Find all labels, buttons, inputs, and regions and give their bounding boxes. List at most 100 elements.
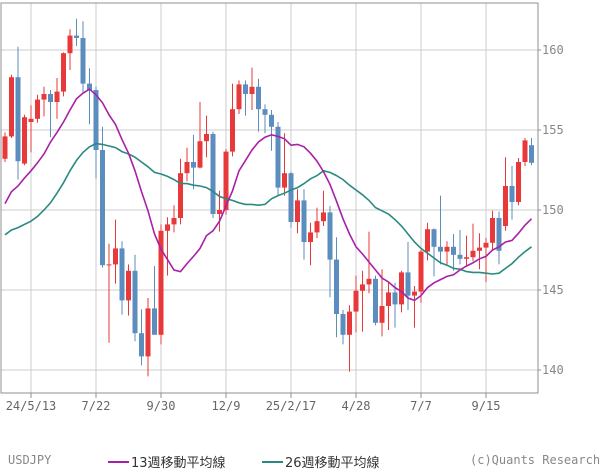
candle-body-up [503, 186, 508, 226]
axis-tick-marks [30, 49, 541, 398]
candle-body-up [106, 264, 112, 266]
x-axis-label: 9/15 [472, 399, 501, 413]
candle-body-up [41, 94, 47, 100]
candle-body-up [444, 246, 450, 252]
candle-body-down [256, 86, 261, 110]
candle-body-up [490, 218, 495, 243]
candle-body-up [366, 278, 372, 285]
candle-body-up [386, 292, 391, 306]
candle-body-down [132, 270, 138, 334]
candle-body-down [451, 246, 456, 255]
x-axis-label: 7/22 [82, 399, 111, 413]
candle-body-up [178, 173, 183, 218]
candle-body-up [379, 306, 385, 323]
candle-body-up [158, 230, 164, 335]
candle-body-down [431, 229, 437, 247]
x-axis-labels: 24/5/13 7/22 9/30 12/9 25/2/17 4/28 7/7 9/15 [6, 399, 501, 413]
copyright-text: (c)Quants Research [470, 453, 600, 467]
candle-body-up [35, 99, 40, 119]
candle-body-up [477, 247, 482, 251]
candle-body-up [483, 242, 489, 248]
candle-body-up [470, 250, 476, 258]
candle-body-down [288, 173, 294, 222]
ma13-legend-swatch [108, 461, 129, 463]
candle-body-down [139, 333, 144, 357]
y-axis-label: 155 [542, 123, 564, 137]
candle-body-down [87, 83, 92, 90]
candle-body-down [80, 38, 86, 84]
candle-body-up [321, 212, 326, 222]
candle-body-down [373, 278, 378, 323]
candle-body-up [314, 221, 320, 233]
x-axis-label: 7/7 [410, 399, 432, 413]
candle-body-up [236, 84, 242, 110]
candle-body-up [197, 141, 203, 168]
candle-body-down [496, 218, 502, 251]
candle-body-down [327, 212, 333, 260]
candle-body-down [119, 248, 125, 301]
ma13-legend-label: 13週移動平均線 [131, 456, 226, 471]
candle-body-up [28, 118, 34, 122]
candle-body-down [301, 200, 307, 242]
y-axis-label: 145 [542, 283, 564, 297]
candle-body-up [249, 86, 255, 94]
candle-body-up [171, 218, 177, 225]
candle-body-up [399, 272, 404, 305]
candle-body-up [464, 257, 469, 259]
candle-body-up [165, 224, 170, 231]
y-axis-label: 140 [542, 363, 564, 377]
x-axis-label: 12/9 [212, 399, 241, 413]
candle-body-down [529, 145, 534, 163]
y-axis-label: 150 [542, 203, 564, 217]
candle-body-up [347, 311, 352, 335]
candle-body-up [61, 53, 66, 92]
candle-body-up [412, 291, 417, 296]
candle-body-up [418, 251, 424, 292]
x-axis-label: 9/30 [147, 399, 176, 413]
candle-body-down [405, 272, 411, 296]
ma26-legend-swatch [262, 461, 283, 463]
candle-body-up [145, 308, 151, 357]
candle-body-down [48, 94, 53, 102]
candlesticks [2, 18, 534, 377]
series-label: USDJPY [8, 453, 52, 467]
candle-body-up [522, 140, 528, 162]
candle-body-up [308, 232, 313, 242]
candle-body-down [15, 77, 21, 162]
candle-body-down [100, 150, 105, 266]
legend-row: USDJPY 13週移動平均線 26週移動平均線 (c)Quants Resea… [0, 450, 600, 471]
candle-body-up [353, 290, 359, 312]
candle-body-down [457, 254, 463, 259]
candle-body-down [438, 246, 443, 252]
y-axis-labels: 160 155 150 145 140 [542, 43, 564, 377]
candle-body-down [509, 186, 515, 202]
y-axis-label: 160 [542, 43, 564, 57]
candle-body-up [360, 284, 365, 291]
x-axis-label: 4/28 [342, 399, 371, 413]
ma26-line [4, 142, 532, 275]
candle-body-down [93, 90, 99, 150]
candle-body-down [334, 259, 339, 314]
candle-body-up [184, 162, 190, 174]
candle-body-up [22, 117, 27, 164]
candle-body-down [243, 84, 248, 94]
candle-body-up [9, 77, 14, 137]
candle-body-up [54, 91, 60, 102]
candle-body-up [223, 151, 229, 210]
candle-body-down [275, 126, 281, 188]
candle-body-down [74, 35, 79, 38]
candle-body-down [340, 314, 346, 335]
ma13-line [4, 88, 533, 302]
candle-body-down [152, 308, 157, 335]
candle-body-up [295, 200, 300, 222]
candle-body-up [113, 248, 118, 265]
ma26-legend-label: 26週移動平均線 [285, 456, 380, 471]
candle-body-up [204, 134, 209, 142]
gridlines [1, 3, 538, 393]
candle-body-down [262, 109, 268, 115]
candle-body-up [67, 35, 73, 54]
x-axis-label: 25/2/17 [266, 399, 317, 413]
candle-body-down [210, 134, 216, 214]
